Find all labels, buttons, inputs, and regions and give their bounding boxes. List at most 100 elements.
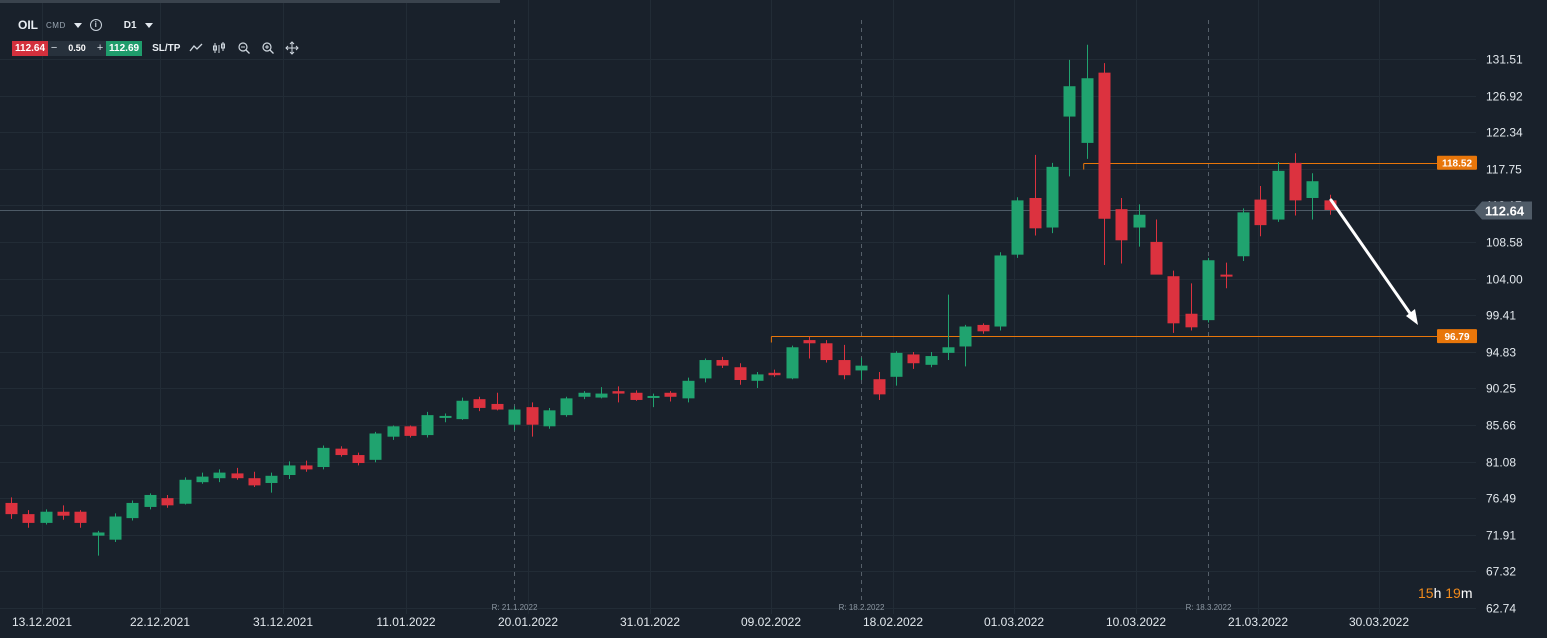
candle-body — [1098, 72, 1111, 219]
candle-body — [1272, 170, 1285, 220]
candle-body — [126, 502, 139, 519]
candle-body — [890, 352, 903, 377]
candle-body — [404, 426, 417, 436]
horizontal-levels[interactable] — [0, 163, 1476, 343]
candle-body — [1029, 197, 1042, 229]
candle-body — [1185, 313, 1198, 328]
quantity-increase-button[interactable]: + — [94, 40, 107, 56]
candle-body — [959, 326, 972, 347]
candle-body — [1046, 166, 1059, 228]
candle-body — [473, 399, 486, 408]
candle-body — [161, 498, 174, 506]
candle-body — [265, 475, 278, 483]
chart-toolbar: OIL CMD i D1 112.64 − 0.50 + 112.69 SL/T… — [0, 0, 1547, 60]
level-price-tag — [1437, 155, 1477, 170]
candle-body — [907, 354, 920, 364]
candle-body — [630, 392, 643, 400]
candle-body — [109, 516, 122, 540]
candle-body — [977, 324, 990, 332]
countdown-minutes: 19 — [1445, 585, 1461, 601]
candle-body — [699, 360, 712, 379]
candle-body — [1289, 162, 1302, 201]
current-price-tag — [1474, 201, 1532, 220]
timeframe-dropdown-icon[interactable] — [144, 22, 153, 28]
x-tick-label: 18.02.2022 — [863, 615, 923, 629]
candle-body — [786, 347, 799, 379]
candle-body — [768, 372, 781, 376]
y-tick-label: 71.91 — [1486, 529, 1516, 543]
rollover-label: R: 21.1.2022 — [492, 603, 538, 612]
line-chart-icon[interactable] — [188, 40, 204, 56]
candle-body — [1081, 78, 1094, 143]
candle-body — [664, 392, 677, 397]
candle-body — [456, 400, 469, 420]
candle-body — [873, 379, 886, 395]
y-tick-label: 117.75 — [1486, 163, 1522, 177]
candle-body — [283, 465, 296, 476]
candle-body — [682, 380, 695, 399]
timeframe-select[interactable]: D1 — [123, 19, 137, 31]
sell-button[interactable]: 112.64 — [12, 40, 49, 56]
indicators-icon[interactable] — [212, 40, 228, 56]
candle-body — [421, 415, 434, 436]
candle-body — [491, 403, 504, 410]
zoom-in-icon[interactable] — [260, 40, 276, 56]
x-tick-label: 20.01.2022 — [498, 615, 558, 629]
axes: 131.51126.92122.34117.75113.17108.58104.… — [12, 53, 1523, 630]
buy-button[interactable]: 112.69 — [106, 40, 143, 56]
candle-body — [1324, 200, 1337, 210]
candle-body — [22, 514, 35, 523]
candle-body — [57, 511, 70, 516]
candle-body — [387, 426, 400, 437]
x-tick-label: 30.03.2022 — [1349, 615, 1409, 629]
quantity-input[interactable]: 0.50 — [60, 40, 95, 56]
grid — [0, 0, 1476, 614]
forecast-arrow — [1329, 198, 1416, 321]
candle-body — [526, 407, 539, 425]
candle-body — [942, 347, 955, 353]
info-icon[interactable]: i — [89, 19, 102, 31]
quantity-decrease-button[interactable]: − — [48, 40, 61, 56]
annotations: 118.52 96.79 112.64 — [1329, 155, 1532, 344]
sltp-button[interactable]: SL/TP — [152, 42, 181, 54]
symbol-dropdown-icon[interactable] — [73, 22, 82, 28]
candle-body — [578, 392, 591, 397]
candle-body — [1254, 199, 1267, 226]
candle-body — [5, 502, 18, 515]
level-price-tag — [1437, 329, 1477, 344]
zoom-out-icon[interactable] — [236, 40, 252, 56]
candle-body — [352, 455, 365, 464]
rollover-label: R: 18.3.2022 — [1186, 603, 1232, 612]
candle-body — [1011, 200, 1024, 255]
candles — [5, 44, 1337, 556]
candle-body — [335, 448, 348, 456]
candle-body — [855, 365, 868, 371]
y-tick-label: 76.49 — [1486, 492, 1516, 506]
candle-body — [751, 374, 764, 381]
candle-body — [508, 409, 521, 425]
level-price-label: 96.79 — [1444, 332, 1469, 343]
candle-body — [1167, 276, 1180, 324]
crosshair-icon[interactable] — [284, 40, 300, 56]
candle-body — [196, 476, 209, 483]
y-tick-label: 99.41 — [1486, 309, 1516, 323]
candle-body — [92, 532, 105, 536]
symbol-name[interactable]: OIL — [18, 18, 38, 32]
y-tick-label: 126.92 — [1486, 90, 1523, 104]
candle-body — [1306, 181, 1319, 198]
current-price-label: 112.64 — [1485, 204, 1525, 219]
candle-body — [1202, 260, 1215, 321]
candle-body — [40, 511, 53, 523]
y-tick-label: 131.51 — [1486, 53, 1523, 67]
forecast-arrow-head — [1406, 309, 1418, 325]
candle-body — [300, 465, 313, 470]
candle-body — [803, 340, 816, 344]
candle-body — [1220, 274, 1233, 277]
countdown-hours-unit: h — [1433, 585, 1442, 601]
x-tick-label: 21.03.2022 — [1228, 615, 1288, 629]
top-strip — [0, 0, 500, 3]
candle-body — [612, 391, 625, 394]
y-tick-label: 90.25 — [1486, 382, 1516, 396]
